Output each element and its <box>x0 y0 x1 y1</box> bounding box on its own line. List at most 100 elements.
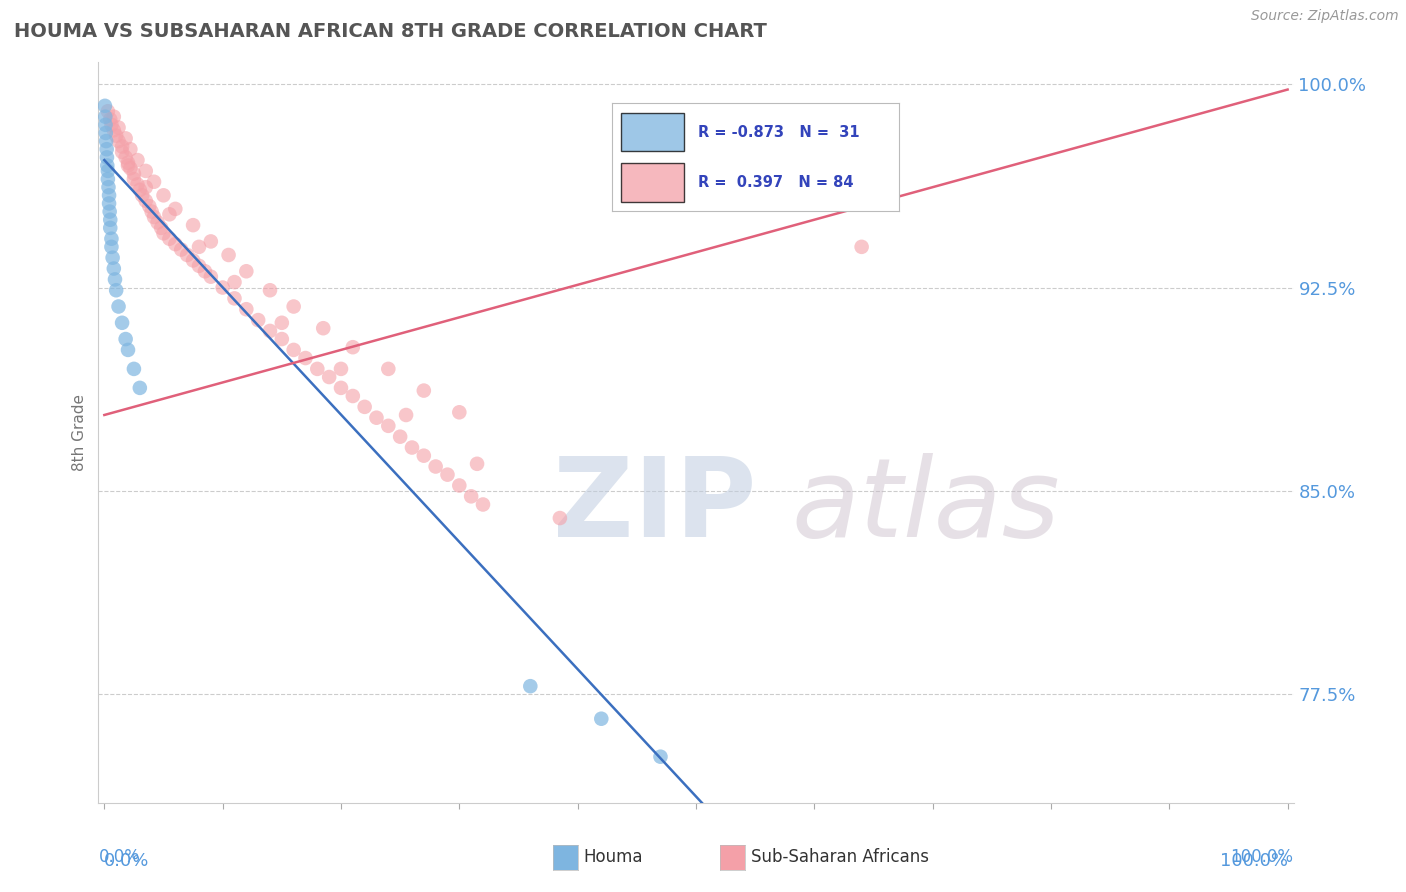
Point <box>98 220 121 235</box>
Point <box>235 264 257 278</box>
Point <box>98 188 121 202</box>
Point <box>377 362 399 376</box>
Point <box>143 175 166 189</box>
Text: ZIP: ZIP <box>553 453 756 560</box>
Point <box>181 218 204 232</box>
Point <box>157 207 180 221</box>
Point <box>128 381 150 395</box>
Point <box>247 313 270 327</box>
Text: 0.0%: 0.0% <box>104 852 149 870</box>
Text: 100.0%: 100.0% <box>1230 848 1294 866</box>
Point <box>318 370 340 384</box>
Point <box>152 227 174 241</box>
Point <box>103 123 125 137</box>
Point <box>224 292 246 306</box>
Point <box>188 259 211 273</box>
Point <box>94 110 117 124</box>
Point <box>135 180 157 194</box>
Point <box>449 405 471 419</box>
Point <box>465 457 488 471</box>
Point <box>146 215 169 229</box>
Point <box>120 161 142 176</box>
Point <box>104 272 127 286</box>
Point <box>94 126 117 140</box>
Point <box>425 459 447 474</box>
Point <box>127 178 149 192</box>
Point <box>98 204 121 219</box>
Point <box>150 220 173 235</box>
Point <box>259 283 281 297</box>
Point <box>117 155 139 169</box>
Point <box>218 248 240 262</box>
Point <box>96 142 118 156</box>
Point <box>138 199 160 213</box>
Point <box>127 153 149 167</box>
Point <box>152 188 174 202</box>
Point <box>143 210 166 224</box>
Point <box>176 248 198 262</box>
Point <box>283 343 305 357</box>
Point <box>366 410 388 425</box>
Point <box>650 749 672 764</box>
Point <box>401 441 423 455</box>
Point <box>98 212 121 227</box>
Point <box>135 164 157 178</box>
Point <box>98 196 121 211</box>
Point <box>96 150 118 164</box>
Point <box>307 362 329 376</box>
Point <box>107 120 129 135</box>
Point <box>460 489 482 503</box>
Point <box>97 104 120 119</box>
Point <box>803 186 825 200</box>
Point <box>330 381 353 395</box>
Text: Source: ZipAtlas.com: Source: ZipAtlas.com <box>1251 9 1399 23</box>
Point <box>111 139 134 153</box>
Point <box>165 202 187 216</box>
Point <box>107 134 129 148</box>
Point <box>97 180 120 194</box>
Point <box>224 275 246 289</box>
Point <box>312 321 335 335</box>
Point <box>111 145 134 159</box>
Point <box>165 237 187 252</box>
Point <box>100 240 122 254</box>
Point <box>591 712 613 726</box>
Point <box>128 183 150 197</box>
Point <box>353 400 375 414</box>
Point <box>200 269 222 284</box>
Point <box>412 449 434 463</box>
Text: HOUMA VS SUBSAHARAN AFRICAN 8TH GRADE CORRELATION CHART: HOUMA VS SUBSAHARAN AFRICAN 8TH GRADE CO… <box>14 22 766 41</box>
Point <box>395 408 418 422</box>
Point <box>131 188 153 202</box>
Point <box>342 340 364 354</box>
Point <box>117 343 139 357</box>
Point <box>194 264 217 278</box>
Point <box>117 159 139 173</box>
Point <box>157 232 180 246</box>
Point <box>107 300 129 314</box>
Point <box>188 240 211 254</box>
Point <box>103 261 125 276</box>
Point <box>389 430 412 444</box>
Point <box>211 280 233 294</box>
Point <box>100 118 122 132</box>
Point <box>96 159 118 173</box>
Point <box>141 204 163 219</box>
Point <box>851 240 873 254</box>
Point <box>270 316 292 330</box>
Y-axis label: 8th Grade: 8th Grade <box>72 394 87 471</box>
Point <box>101 251 124 265</box>
Point <box>294 351 316 365</box>
Point <box>97 172 120 186</box>
Point <box>283 300 305 314</box>
Point <box>114 150 136 164</box>
Point <box>114 332 136 346</box>
Point <box>330 362 353 376</box>
Point <box>259 324 281 338</box>
Point <box>181 253 204 268</box>
Point <box>103 110 125 124</box>
Point <box>94 99 117 113</box>
Point <box>122 167 145 181</box>
Point <box>100 232 122 246</box>
Point <box>235 302 257 317</box>
